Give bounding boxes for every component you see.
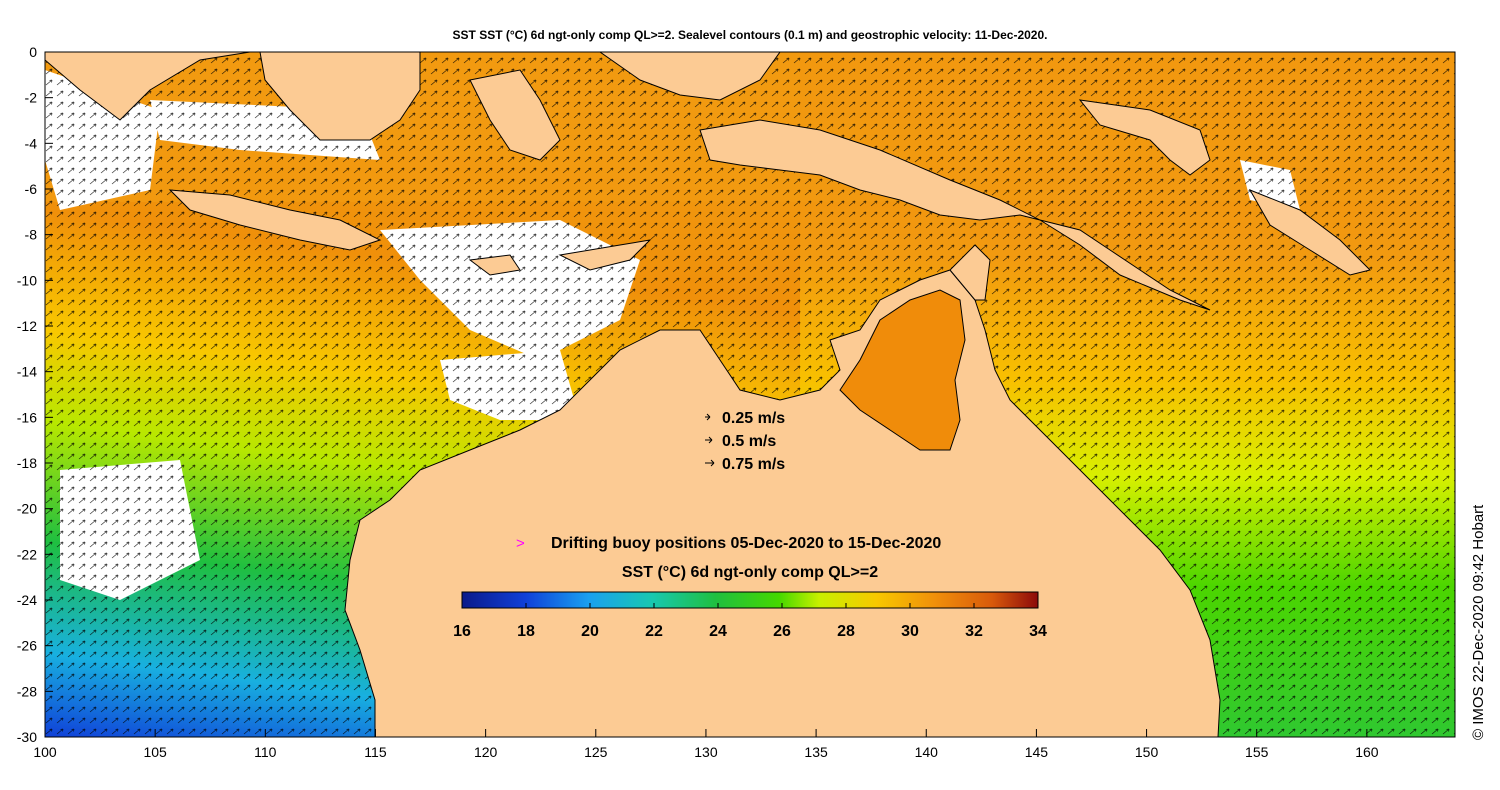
- buoy-legend-label: Drifting buoy positions 05-Dec-2020 to 1…: [551, 535, 941, 552]
- y-tick-label: -30: [17, 729, 37, 745]
- land-java: [168, 189, 382, 251]
- x-tick-label: 160: [1355, 744, 1379, 760]
- colorbar-tick-label: 26: [773, 623, 791, 640]
- buoy-legend-marker: >: [516, 535, 525, 552]
- x-tick-label: 115: [364, 744, 387, 760]
- x-tick-label: 110: [254, 744, 277, 760]
- velocity-legend: 0.25 m/s 0.5 m/s 0.75 m/s: [705, 410, 785, 473]
- colorbar-tick-label: 30: [901, 623, 919, 640]
- velocity-legend-arrow: [705, 436, 713, 444]
- land-solomons: [1248, 189, 1371, 276]
- land-bismarck: [1078, 99, 1211, 176]
- credit-text: © IMOS 22-Dec-2020 09:42 Hobart: [1470, 504, 1487, 740]
- y-tick-label: -28: [17, 683, 37, 699]
- map-plot-area: [45, 52, 1455, 737]
- x-tick-label: 150: [1135, 744, 1159, 760]
- land-australia: [344, 269, 1221, 737]
- x-tick-label: 105: [143, 744, 167, 760]
- land-sumatra: [45, 52, 251, 121]
- x-tick-label: 130: [694, 744, 718, 760]
- colorbar-tick-label: 24: [709, 623, 727, 640]
- velocity-legend-arrow: [705, 459, 715, 467]
- y-tick-label: -14: [17, 364, 37, 380]
- colorbar: SST (°C) 6d ngt-only comp QL>=2 16 18 20 22…: [453, 564, 1047, 640]
- y-tick-label: -24: [17, 592, 37, 608]
- x-tick-label: 145: [1025, 744, 1049, 760]
- map-title: SST SST (°C) 6d ngt-only comp QL>=2. Sea…: [452, 28, 1048, 42]
- y-tick-label: 0: [29, 44, 37, 60]
- land-sulawesi: [469, 69, 561, 161]
- velocity-legend-arrow: [705, 413, 711, 421]
- colorbar-tick-label: 20: [581, 623, 599, 640]
- land-sumba: [468, 254, 521, 276]
- x-tick-label: 135: [804, 744, 828, 760]
- y-tick-label: -18: [17, 455, 37, 471]
- colorbar-tick-label: 22: [645, 623, 663, 640]
- land-cape-york: [949, 244, 991, 301]
- colorbar-gradient: [461, 591, 1039, 609]
- x-tick-label: 120: [474, 744, 498, 760]
- velocity-legend-label: 0.75 m/s: [722, 456, 785, 473]
- x-tick-label: 155: [1245, 744, 1269, 760]
- colorbar-tick-label: 34: [1029, 623, 1047, 640]
- gulf-of-carpentaria: [839, 289, 966, 451]
- x-tick-label: 125: [584, 744, 608, 760]
- colorbar-tick-label: 18: [517, 623, 535, 640]
- buoy-legend: > Drifting buoy positions 05-Dec-2020 to…: [516, 535, 941, 552]
- y-tick-label: -2: [25, 90, 38, 106]
- y-tick-label: -8: [25, 227, 38, 243]
- land-north: [599, 52, 781, 101]
- plot-frame: [44, 51, 1456, 738]
- x-tick-label: 100: [33, 744, 57, 760]
- velocity-legend-label: 0.5 m/s: [722, 433, 776, 450]
- x-axis: 100 105 110 115 120 125 130 135 140 145 150 155 160: [33, 729, 1379, 760]
- y-tick-label: -6: [25, 181, 38, 197]
- colorbar-tick-label: 16: [453, 623, 471, 640]
- land-new-guinea: [699, 119, 1211, 311]
- colorbar-tick-label: 28: [837, 623, 855, 640]
- land-borneo: [259, 52, 421, 141]
- y-axis: 0 -2 -4 -6 -8 -10 -12 -14 -16 -18 -20 -22 -24 -26 -28 -…: [17, 44, 53, 745]
- y-tick-label: -20: [17, 501, 37, 517]
- y-tick-label: -26: [17, 638, 37, 654]
- y-tick-label: -4: [25, 135, 38, 151]
- colorbar-title: SST (°C) 6d ngt-only comp QL>=2: [622, 564, 878, 581]
- colorbar-ticks: 16 18 20 22 24 26 28 30 32 34: [453, 603, 1047, 640]
- y-tick-label: -12: [17, 318, 37, 334]
- velocity-legend-label: 0.25 m/s: [722, 410, 785, 427]
- x-tick-label: 140: [915, 744, 939, 760]
- y-tick-label: -22: [17, 546, 37, 562]
- colorbar-tick-label: 32: [965, 623, 983, 640]
- y-tick-label: -16: [17, 409, 37, 425]
- land-timor: [558, 239, 652, 271]
- y-tick-label: -10: [17, 272, 37, 288]
